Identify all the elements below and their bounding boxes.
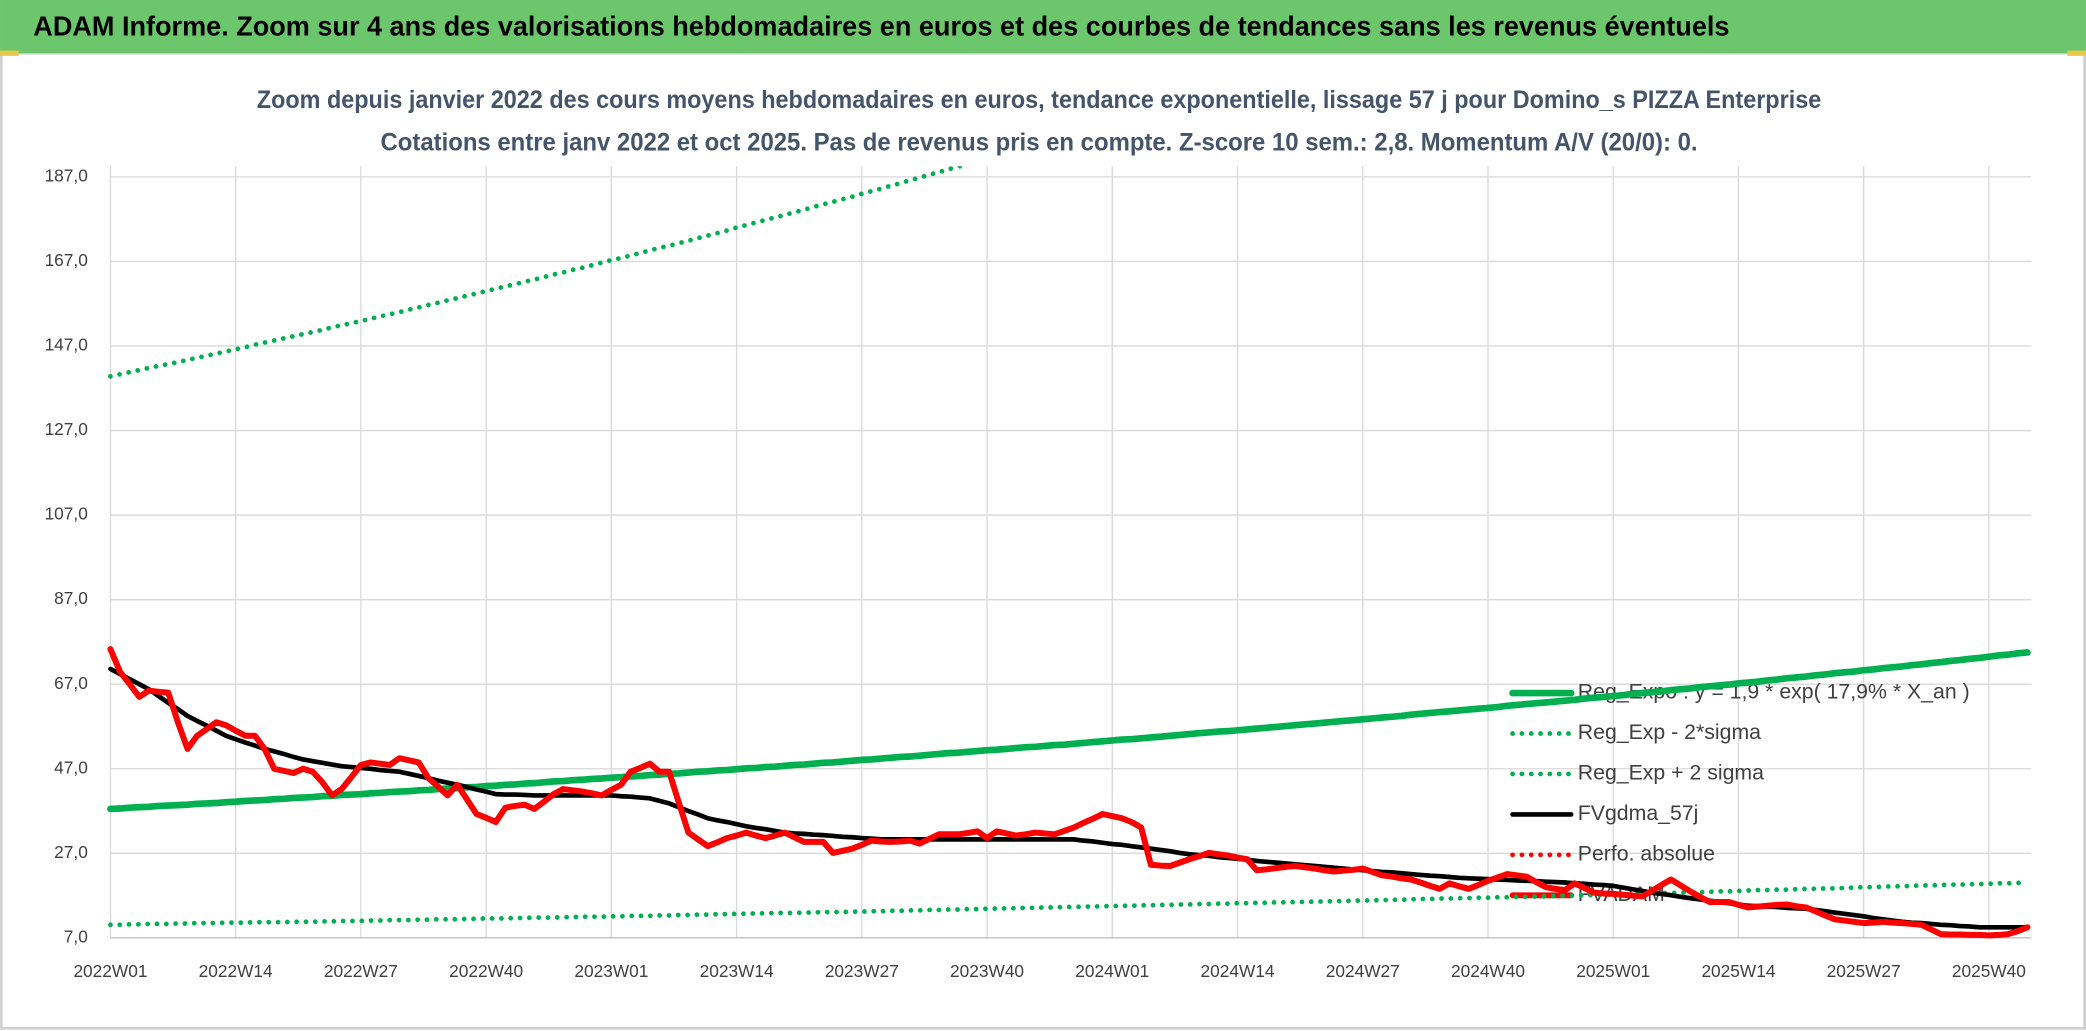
x-tick-label: 2025W27 <box>1827 961 1901 981</box>
y-tick-label: 187,0 <box>45 165 88 185</box>
legend-label: Reg_Expo : y = 1,9 * exp( 17,9% * X_an ) <box>1578 680 1970 704</box>
y-tick-label: 127,0 <box>45 419 88 439</box>
y-tick-label: 167,0 <box>45 250 88 270</box>
y-tick-label: 47,0 <box>54 757 88 777</box>
x-tick-label: 2023W40 <box>950 961 1024 981</box>
header-title: ADAM Informe. Zoom sur 4 ans des valoris… <box>33 10 1729 41</box>
x-tick-label: 2023W14 <box>700 961 774 981</box>
x-tick-label: 2024W40 <box>1451 961 1525 981</box>
y-tick-label: 7,0 <box>64 926 88 946</box>
chart-title: Zoom depuis janvier 2022 des cours moyen… <box>257 86 1821 114</box>
x-tick-label: 2025W14 <box>1701 961 1775 981</box>
x-tick-label: 2024W01 <box>1075 961 1149 981</box>
x-tick-label: 2022W01 <box>73 961 147 981</box>
y-tick-label: 107,0 <box>45 504 88 524</box>
chart-subtitle: Cotations entre janv 2022 et oct 2025. P… <box>380 128 1697 156</box>
series-line <box>108 880 2030 928</box>
legend-label: Perfo. absolue <box>1578 841 1715 865</box>
legend-label: Reg_Exp + 2 sigma <box>1578 761 1764 785</box>
x-tick-label: 2022W14 <box>199 961 273 981</box>
legend-label: Reg_Exp - 2*sigma <box>1578 720 1761 744</box>
header-bar <box>0 0 2086 54</box>
x-tick-label: 2023W01 <box>574 961 648 981</box>
series-line <box>108 166 968 379</box>
corner-accent <box>2067 50 2086 56</box>
corner-accent <box>0 50 19 56</box>
y-tick-label: 147,0 <box>45 335 88 355</box>
y-tick-label: 67,0 <box>54 673 88 693</box>
y-tick-label: 27,0 <box>54 842 88 862</box>
x-tick-label: 2022W40 <box>449 961 523 981</box>
series-line <box>107 649 2031 813</box>
y-tick-label: 87,0 <box>54 588 88 608</box>
x-tick-label: 2023W27 <box>825 961 899 981</box>
x-tick-label: 2024W27 <box>1326 961 1400 981</box>
x-tick-label: 2024W14 <box>1201 961 1275 981</box>
x-tick-label: 2025W01 <box>1576 961 1650 981</box>
x-tick-label: 2025W40 <box>1952 961 2026 981</box>
x-tick-label: 2022W27 <box>324 961 398 981</box>
legend-label: FVgdma_57j <box>1578 801 1699 825</box>
series-line <box>107 646 2031 939</box>
